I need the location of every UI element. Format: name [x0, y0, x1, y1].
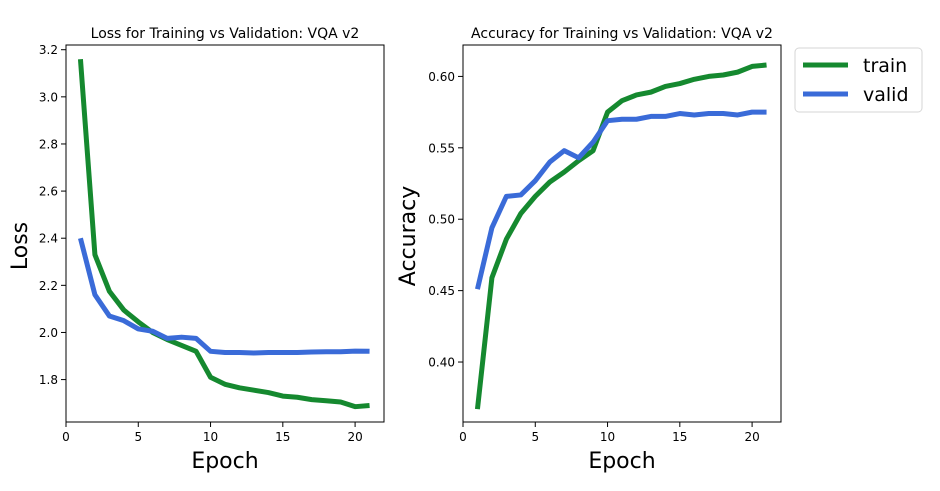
loss-series-train — [77, 58, 370, 410]
accuracy-ytick-label: 0.55 — [428, 141, 455, 155]
accuracy-chart-xlabel: Epoch — [588, 449, 655, 474]
accuracy-ytick-label: 0.60 — [428, 70, 455, 84]
accuracy-chart-title: Accuracy for Training vs Validation: VQA… — [471, 26, 773, 42]
accuracy-series-valid — [475, 109, 767, 290]
loss-ytick-label: 2.4 — [39, 232, 58, 246]
accuracy-chart-ylabel: Accuracy — [396, 186, 421, 286]
accuracy-xtick-label: 0 — [459, 430, 467, 444]
accuracy-chart: Accuracy for Training vs Validation: VQA… — [396, 26, 782, 474]
loss-chart-title: Loss for Training vs Validation: VQA v2 — [91, 26, 360, 42]
loss-chart-ylabel: Loss — [8, 222, 33, 270]
loss-xtick-label: 0 — [62, 430, 70, 444]
loss-chart: Loss for Training vs Validation: VQA v2 … — [8, 26, 385, 474]
loss-ytick-label: 2.0 — [39, 326, 58, 340]
accuracy-xtick-label: 15 — [672, 430, 687, 444]
accuracy-ytick-label: 0.50 — [428, 213, 455, 227]
loss-xtick-label: 5 — [134, 430, 142, 444]
legend-label-valid: valid — [863, 84, 909, 106]
accuracy-plot-frame — [462, 44, 782, 423]
loss-xtick-label: 20 — [347, 430, 362, 444]
loss-plot-frame — [65, 44, 385, 423]
loss-ytick-label: 2.6 — [39, 185, 58, 199]
loss-xtick-label: 15 — [275, 430, 290, 444]
accuracy-xtick-label: 5 — [531, 430, 539, 444]
legend: train valid — [794, 47, 923, 113]
legend-label-train: train — [863, 55, 907, 77]
accuracy-xtick-label: 20 — [744, 430, 759, 444]
loss-chart-xlabel: Epoch — [191, 449, 258, 474]
loss-ytick-label: 3.2 — [39, 43, 58, 57]
loss-ytick-label: 3.0 — [39, 90, 58, 104]
loss-series-valid — [78, 237, 370, 356]
loss-ytick-label: 2.8 — [39, 137, 58, 151]
accuracy-ytick-label: 0.40 — [428, 356, 455, 370]
loss-ytick-label: 1.8 — [39, 373, 58, 387]
accuracy-series-train — [474, 62, 767, 410]
loss-ytick-label: 2.2 — [39, 279, 58, 293]
loss-xtick-label: 10 — [203, 430, 218, 444]
accuracy-xtick-label: 10 — [600, 430, 615, 444]
accuracy-ytick-label: 0.45 — [428, 284, 455, 298]
